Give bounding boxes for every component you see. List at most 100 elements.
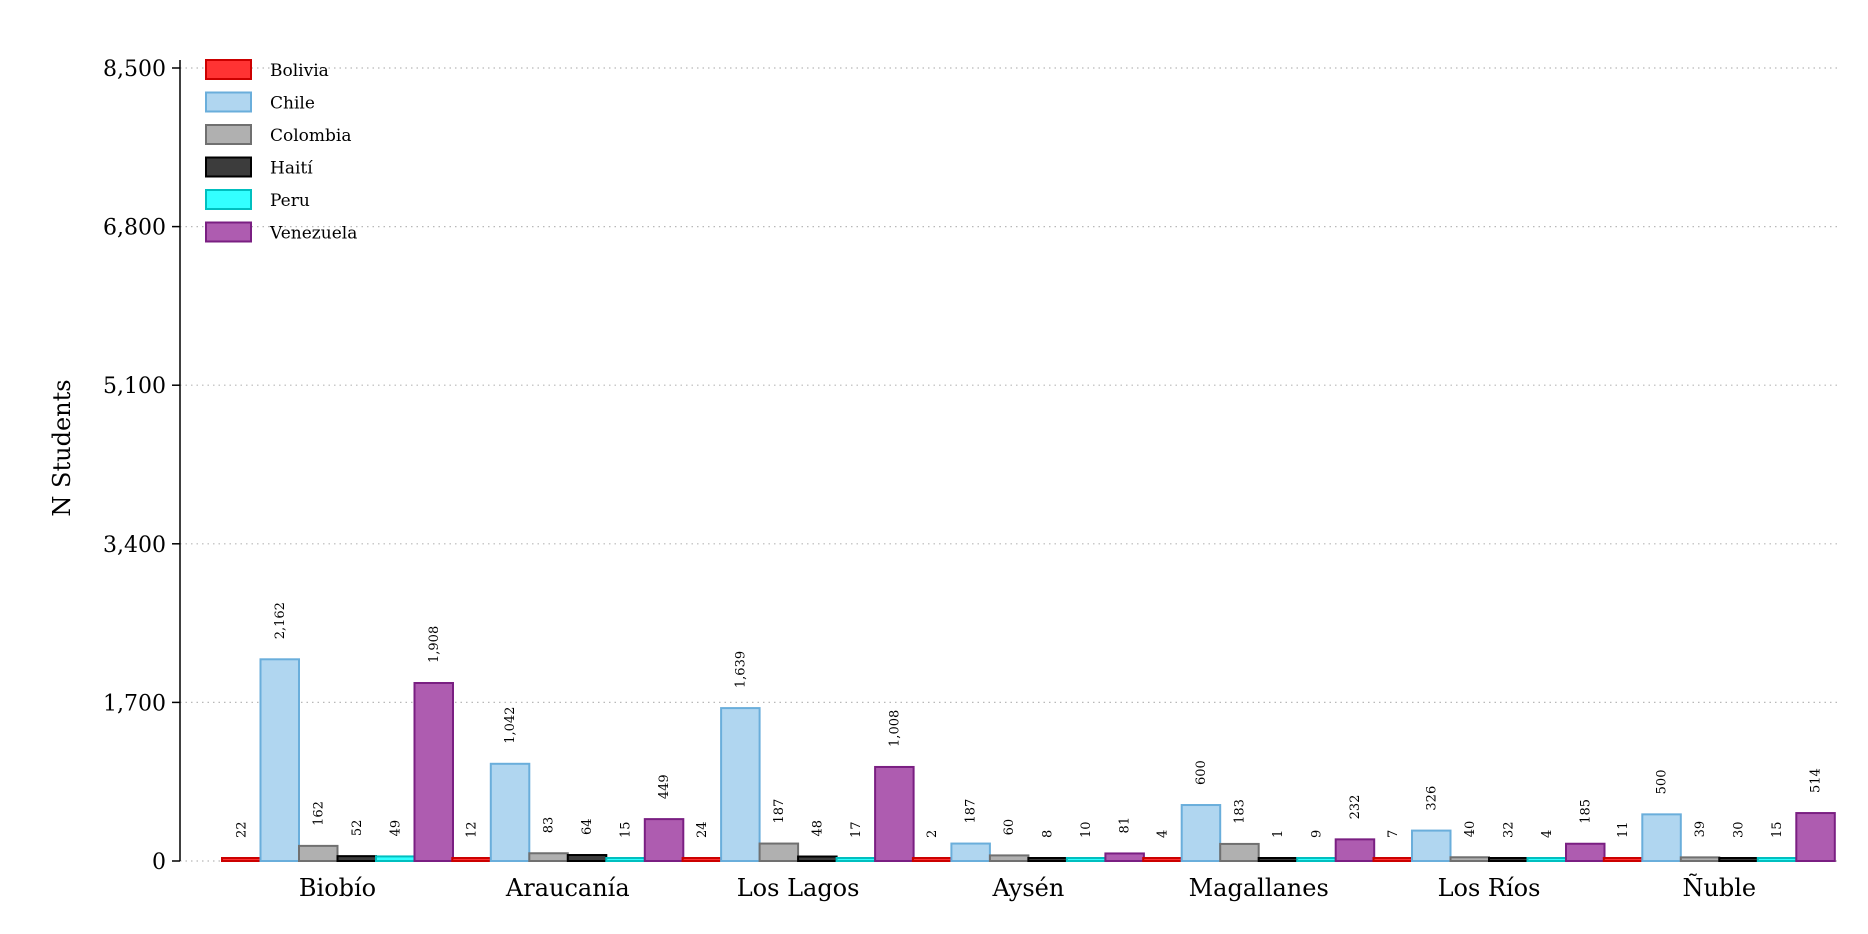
bar-chile xyxy=(720,707,761,862)
category-label: Los Lagos xyxy=(737,874,860,902)
data-label: 64 xyxy=(580,818,595,835)
data-label: 12 xyxy=(465,821,480,838)
bar-chile xyxy=(1641,813,1682,863)
bar-colombia xyxy=(988,854,1030,862)
bar-venezuela xyxy=(413,681,454,862)
legend-label: Peru xyxy=(270,191,310,211)
data-label: 183 xyxy=(1232,799,1247,824)
legend: Bolivia Chile Colombia Haití Peru Venezuela xyxy=(205,59,357,244)
bar-peru xyxy=(1065,857,1107,862)
data-label: 22 xyxy=(234,821,249,838)
data-label: 500 xyxy=(1655,770,1670,795)
data-label: 187 xyxy=(964,799,979,824)
bar-colombia xyxy=(758,842,800,863)
data-label: 17 xyxy=(849,821,864,838)
bar-hait- xyxy=(336,855,377,862)
bar-bolivia xyxy=(451,857,492,862)
data-label: 187 xyxy=(772,799,787,824)
bar-peru xyxy=(605,857,646,862)
bar-chile xyxy=(259,658,300,862)
legend-label: Chile xyxy=(270,94,315,114)
y-tick-label: 5,100 xyxy=(103,374,166,399)
category-label: Araucanía xyxy=(505,874,630,902)
data-label: 514 xyxy=(1809,768,1824,793)
bar-venezuela xyxy=(643,818,685,863)
data-label: 30 xyxy=(1732,821,1747,838)
bar-bolivia xyxy=(1602,857,1644,862)
legend-swatch xyxy=(205,124,252,145)
legend-swatch xyxy=(205,91,252,113)
bar-bolivia xyxy=(1372,857,1413,862)
data-label: 10 xyxy=(1079,821,1094,838)
data-label: 232 xyxy=(1348,795,1363,820)
category-label: Aysén xyxy=(991,874,1064,902)
data-label: 4 xyxy=(1540,830,1555,838)
category-labels: Biobío Araucanía Los Lagos Aysén Magallanes L… xyxy=(299,872,1756,902)
bar-venezuela xyxy=(1795,812,1836,862)
bar-bolivia xyxy=(1142,857,1183,862)
legend-swatch xyxy=(205,156,252,178)
data-label: 449 xyxy=(657,774,672,799)
data-label: 24 xyxy=(695,821,710,838)
bars xyxy=(221,658,1836,863)
data-label: 9 xyxy=(1309,830,1324,838)
bar-hait- xyxy=(1257,857,1299,862)
category-label: Magallanes xyxy=(1189,874,1329,902)
bar-venezuela xyxy=(1565,842,1606,863)
data-label: 40 xyxy=(1463,821,1478,838)
bar-hait- xyxy=(1488,857,1529,862)
y-tick-label: 1,700 xyxy=(103,691,166,716)
bar-venezuela xyxy=(1334,838,1376,863)
bar-peru xyxy=(375,855,416,863)
bar-peru xyxy=(1756,857,1798,862)
data-label: 185 xyxy=(1578,799,1593,824)
data-label: 48 xyxy=(810,820,825,837)
bar-hait- xyxy=(566,854,608,862)
legend-label: Bolivia xyxy=(270,61,329,81)
bar-colombia xyxy=(1219,842,1260,863)
y-axis-ticks: 0 1,700 3,400 5,100 6,800 8,500 xyxy=(103,57,180,875)
data-label: 4 xyxy=(1155,830,1170,838)
data-label: 49 xyxy=(388,820,403,837)
bar-peru xyxy=(1296,857,1337,862)
category-label: Biobío xyxy=(299,874,376,902)
data-label: 11 xyxy=(1616,821,1631,838)
data-label: 15 xyxy=(1770,821,1785,838)
bar-colombia xyxy=(1679,856,1721,862)
data-label: 81 xyxy=(1118,817,1133,834)
data-label: 1 xyxy=(1271,830,1286,838)
data-label: 1,008 xyxy=(887,710,902,747)
bar-chile xyxy=(1411,829,1452,863)
bar-venezuela xyxy=(1104,852,1145,862)
bar-colombia xyxy=(1449,856,1490,863)
data-label: 52 xyxy=(350,820,365,837)
bar-bolivia xyxy=(681,857,723,862)
category-label: Los Ríos xyxy=(1438,874,1541,902)
bar-hait- xyxy=(1027,857,1068,862)
y-tick-label: 0 xyxy=(152,850,166,875)
bar-peru xyxy=(835,857,877,862)
y-tick-label: 8,500 xyxy=(103,57,166,82)
y-tick-label: 6,800 xyxy=(103,216,166,241)
bar-colombia xyxy=(528,852,569,863)
bar-chile xyxy=(1180,804,1222,863)
bar-bolivia xyxy=(221,857,262,862)
bar-colombia xyxy=(298,844,339,862)
data-label: 83 xyxy=(542,817,557,834)
data-label: 1,908 xyxy=(427,626,442,663)
data-label: 60 xyxy=(1002,819,1017,836)
bar-bolivia xyxy=(911,857,953,862)
bar-venezuela xyxy=(874,765,915,863)
bar-hait- xyxy=(1718,857,1759,862)
legend-swatch xyxy=(205,59,252,80)
legend-swatch xyxy=(205,221,252,243)
data-label: 162 xyxy=(311,801,326,826)
data-label: 1,042 xyxy=(503,707,518,744)
data-label: 1,639 xyxy=(733,651,748,688)
legend-swatch xyxy=(205,189,252,210)
data-label: 326 xyxy=(1424,786,1439,811)
category-label: Ñuble xyxy=(1682,872,1756,902)
data-label: 2 xyxy=(925,830,940,838)
bar-peru xyxy=(1526,857,1567,862)
